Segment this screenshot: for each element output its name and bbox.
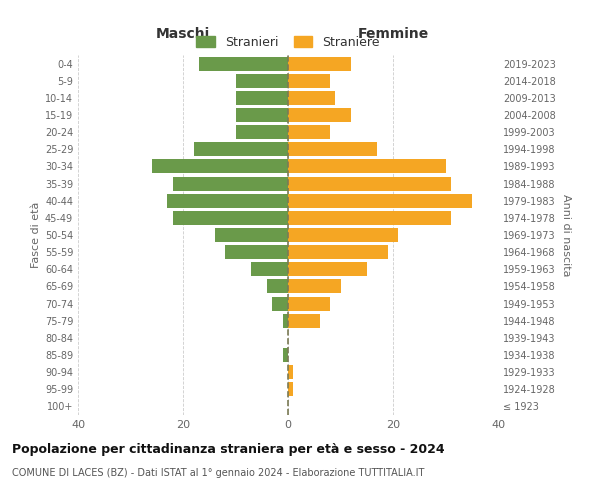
Bar [283, 314, 288, 328]
Bar [288, 125, 330, 139]
Bar [215, 228, 288, 242]
Y-axis label: Anni di nascita: Anni di nascita [561, 194, 571, 276]
Bar [288, 382, 293, 396]
Bar [267, 280, 288, 293]
Bar [288, 228, 398, 242]
Bar [167, 194, 288, 207]
Bar [283, 348, 288, 362]
Text: COMUNE DI LACES (BZ) - Dati ISTAT al 1° gennaio 2024 - Elaborazione TUTTITALIA.I: COMUNE DI LACES (BZ) - Dati ISTAT al 1° … [12, 468, 424, 477]
Bar [288, 74, 330, 88]
Bar [251, 262, 288, 276]
Bar [288, 108, 351, 122]
Bar [288, 314, 320, 328]
Bar [288, 142, 377, 156]
Bar [235, 91, 288, 105]
Bar [193, 142, 288, 156]
Bar [199, 56, 288, 70]
Bar [151, 160, 288, 173]
Bar [288, 280, 341, 293]
Bar [288, 211, 451, 225]
Bar [288, 296, 330, 310]
Y-axis label: Fasce di età: Fasce di età [31, 202, 41, 268]
Bar [288, 365, 293, 379]
Bar [288, 194, 472, 207]
Text: Popolazione per cittadinanza straniera per età e sesso - 2024: Popolazione per cittadinanza straniera p… [12, 442, 445, 456]
Legend: Stranieri, Straniere: Stranieri, Straniere [191, 30, 385, 54]
Bar [272, 296, 288, 310]
Bar [225, 245, 288, 259]
Bar [173, 211, 288, 225]
Bar [235, 74, 288, 88]
Bar [288, 262, 367, 276]
Text: Femmine: Femmine [358, 28, 428, 42]
Bar [288, 245, 388, 259]
Bar [173, 176, 288, 190]
Text: Maschi: Maschi [156, 28, 210, 42]
Bar [288, 56, 351, 70]
Bar [288, 160, 445, 173]
Bar [288, 91, 335, 105]
Bar [235, 108, 288, 122]
Bar [235, 125, 288, 139]
Bar [288, 176, 451, 190]
